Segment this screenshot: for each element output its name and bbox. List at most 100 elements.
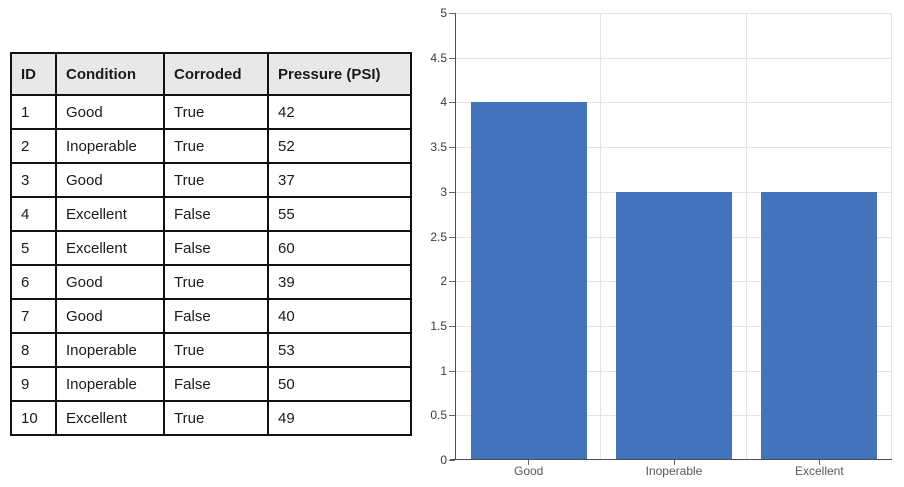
table-cell: 49: [267, 400, 412, 436]
bar-good: [470, 102, 587, 460]
table-cell: Inoperable: [55, 332, 165, 368]
table-cell: True: [163, 94, 269, 130]
x-axis-tick: [673, 460, 675, 465]
table-header-cell: Pressure (PSI): [267, 52, 412, 96]
table-header: ID Condition Corroded Pressure (PSI): [10, 52, 412, 96]
x-axis-line: [450, 458, 892, 460]
table-cell: 37: [267, 162, 412, 198]
table-row: 5 Excellent False 60: [10, 230, 412, 266]
table-header-cell: Corroded: [163, 52, 269, 96]
y-tick-label: 3.5: [430, 140, 447, 155]
table-row: 1 Good True 42: [10, 94, 412, 130]
table-header-row: ID Condition Corroded Pressure (PSI): [10, 52, 412, 96]
table-cell: Good: [55, 298, 165, 334]
horizontal-gridline: [456, 147, 892, 149]
table-cell: 7: [10, 298, 57, 334]
table-row: 2 Inoperable True 52: [10, 128, 412, 164]
table-cell: 40: [267, 298, 412, 334]
x-axis-tick: [818, 460, 820, 465]
table-row: 9 Inoperable False 50: [10, 366, 412, 402]
table-cell: Excellent: [55, 230, 165, 266]
y-tick-label: 4: [440, 95, 447, 110]
table-row: 3 Good True 37: [10, 162, 412, 198]
y-tick-label: 2.5: [430, 229, 447, 244]
y-axis-tick: [449, 460, 455, 461]
y-tick-label: 2: [440, 274, 447, 289]
y-axis-line: [454, 13, 456, 460]
table-cell: Good: [55, 162, 165, 198]
bar-inoperable: [615, 191, 733, 460]
vertical-gridline: [600, 13, 602, 460]
pipes-table-container: ID Condition Corroded Pressure (PSI) 1 Good T…: [10, 52, 412, 436]
table-row: 7 Good False 40: [10, 298, 412, 334]
table-cell: 6: [10, 264, 57, 300]
table-cell: Good: [55, 264, 165, 300]
table-cell: Excellent: [55, 196, 165, 232]
x-category-label: Excellent: [794, 464, 844, 478]
table-cell: 10: [10, 400, 57, 436]
vertical-gridline: [745, 13, 747, 460]
y-axis-tick: [449, 102, 455, 104]
table-header-cell: ID: [10, 52, 57, 96]
y-axis-tick: [449, 13, 455, 14]
table-cell: 39: [267, 264, 412, 300]
y-axis-tick: [449, 415, 455, 417]
table-cell: 4: [10, 196, 57, 232]
table-cell: 50: [267, 366, 412, 402]
y-axis-tick: [449, 236, 455, 238]
table-cell: 3: [10, 162, 57, 198]
table-cell: 9: [10, 366, 57, 402]
table-cell: True: [163, 264, 269, 300]
table-cell: True: [163, 162, 269, 198]
bar-chart: 0 0.5 1 1.5 2 2.5 3 3.5 4 4.5 5 Good Inoperable Excel…: [420, 0, 904, 487]
table-cell: 60: [267, 230, 412, 266]
table-cell: 8: [10, 332, 57, 368]
table-cell: Inoperable: [55, 366, 165, 402]
y-tick-label: 1: [440, 363, 447, 378]
plot-area: [456, 13, 892, 460]
table-cell: 53: [267, 332, 412, 368]
table-cell: False: [163, 298, 269, 334]
x-axis-tick: [528, 460, 530, 465]
y-tick-label: 4.5: [430, 50, 447, 65]
y-axis-tick: [449, 325, 455, 327]
table-cell: False: [163, 196, 269, 232]
horizontal-gridline: [456, 102, 892, 104]
x-category-label: Inoperable: [645, 464, 703, 478]
table-cell: False: [163, 366, 269, 402]
table-cell: 55: [267, 196, 412, 232]
table-cell: 52: [267, 128, 412, 164]
horizontal-gridline: [456, 57, 892, 59]
bar-excellent: [761, 191, 878, 460]
table-body: 1 Good True 42 2 Inoperable True 52 3 Good True 37 4…: [10, 94, 412, 436]
table-cell: Good: [55, 94, 165, 130]
table-cell: 2: [10, 128, 57, 164]
table-cell: True: [163, 332, 269, 368]
x-category-label: Good: [513, 464, 544, 478]
table-cell: False: [163, 230, 269, 266]
table-cell: 5: [10, 230, 57, 266]
table-cell: 42: [267, 94, 412, 130]
table-row: 6 Good True 39: [10, 264, 412, 300]
table-header-cell: Condition: [55, 52, 165, 96]
y-tick-label: 3: [440, 184, 447, 199]
table-cell: True: [163, 400, 269, 436]
table-row: 10 Excellent True 49: [10, 400, 412, 436]
y-tick-label: 0.5: [430, 408, 447, 423]
y-axis-tick: [449, 57, 455, 59]
y-tick-label: 1.5: [430, 318, 447, 333]
pipes-table: ID Condition Corroded Pressure (PSI) 1 Good T…: [10, 52, 412, 436]
y-tick-label: 5: [440, 6, 447, 20]
y-axis-tick: [449, 370, 455, 372]
table-cell: Excellent: [55, 400, 165, 436]
horizontal-gridline: [456, 13, 892, 14]
y-axis-tick: [449, 281, 455, 283]
y-axis-tick: [449, 191, 455, 193]
y-axis-tick: [449, 147, 455, 149]
table-row: 8 Inoperable True 53: [10, 332, 412, 368]
table-cell: 1: [10, 94, 57, 130]
table-cell: Inoperable: [55, 128, 165, 164]
y-tick-label: 0: [440, 453, 447, 467]
table-cell: True: [163, 128, 269, 164]
